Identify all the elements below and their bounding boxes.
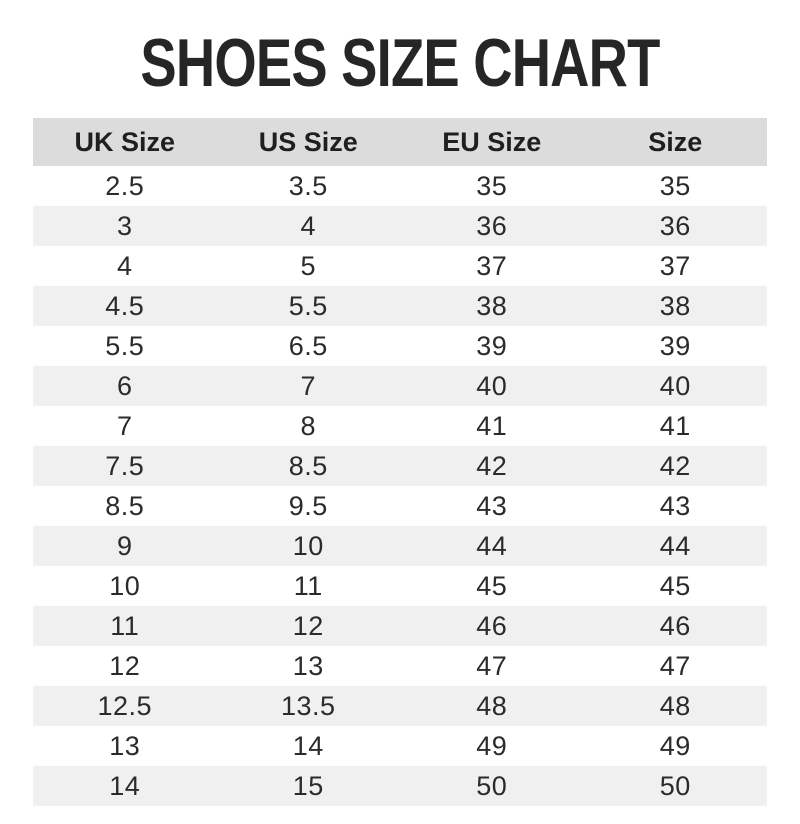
table-row: 14 15 50 50 [33,766,767,806]
table-cell: 10 [292,530,324,561]
table-cell: 7 [300,370,317,401]
table-cell: 8.5 [105,490,145,521]
table-cell: 41 [476,410,508,441]
table-row: 5.5 6.5 39 39 [33,326,767,366]
table-cell: 38 [476,290,508,321]
table-cell: 11 [110,610,140,641]
table-cell: 2.5 [105,170,145,201]
table-cell: 36 [659,210,691,241]
size-chart-table: UK Size US Size EU Size Size 2.5 3.5 35 35 3 4 36… [33,118,767,806]
table-cell: 50 [659,770,691,801]
table-row: 6 7 40 40 [33,366,767,406]
table-cell: 41 [659,410,691,441]
table-cell: 46 [659,610,691,641]
table-body: 2.5 3.5 35 35 3 4 36 36 4 5 37 37 4.5 5.5 38 38 5.5 6.5 39… [33,166,767,806]
table-cell: 46 [476,610,508,641]
table-cell: 44 [476,530,508,561]
table-cell: 13 [292,650,324,681]
table-cell: 39 [659,330,691,361]
table-cell: 48 [659,690,691,721]
table-cell: 42 [659,450,691,481]
table-cell: 38 [659,290,691,321]
table-cell: 6.5 [288,330,328,361]
page-title: SHOES SIZE CHART [140,25,660,101]
table-cell: 5.5 [288,290,328,321]
size-chart-page: SHOES SIZE CHART UK Size US Size EU Size Si… [0,24,800,824]
table-cell: 12.5 [97,690,153,721]
header-cell-us-size: US Size [216,118,400,166]
table-row: 7.5 8.5 42 42 [33,446,767,486]
table-row: 10 11 45 45 [33,566,767,606]
table-cell: 5 [300,250,317,281]
table-cell: 37 [659,250,691,281]
table-row: 4.5 5.5 38 38 [33,286,767,326]
table-cell: 12 [109,650,141,681]
table-cell: 47 [659,650,691,681]
table-row: 9 10 44 44 [33,526,767,566]
table-cell: 3 [116,210,133,241]
table-cell: 47 [476,650,508,681]
table-cell: 40 [659,370,691,401]
table-cell: 45 [659,570,691,601]
table-cell: 7 [116,410,133,441]
table-cell: 11 [293,570,323,601]
table-cell: 49 [476,730,508,761]
table-cell: 10 [109,570,141,601]
table-cell: 13 [109,730,141,761]
table-cell: 36 [476,210,508,241]
table-row: 2.5 3.5 35 35 [33,166,767,206]
table-cell: 14 [292,730,324,761]
table-row: 7 8 41 41 [33,406,767,446]
table-cell: 5.5 [105,330,145,361]
table-cell: 40 [476,370,508,401]
table-row: 8.5 9.5 43 43 [33,486,767,526]
table-cell: 3.5 [288,170,328,201]
table-cell: 4 [300,210,317,241]
table-cell: 7.5 [105,450,145,481]
table-header: UK Size US Size EU Size Size [33,118,767,166]
table-row: 13 14 49 49 [33,726,767,766]
table-row: 4 5 37 37 [33,246,767,286]
table-cell: 12 [292,610,324,641]
table-cell: 43 [476,490,508,521]
table-cell: 49 [659,730,691,761]
table-cell: 48 [476,690,508,721]
table-row: 11 12 46 46 [33,606,767,646]
table-cell: 45 [476,570,508,601]
table-cell: 9.5 [288,490,328,521]
header-cell-size: Size [583,118,767,166]
table-cell: 6 [116,370,133,401]
table-cell: 4.5 [105,290,145,321]
header-cell-uk-size: UK Size [33,118,217,166]
table-cell: 35 [659,170,691,201]
table-cell: 50 [476,770,508,801]
table-row: 12.5 13.5 48 48 [33,686,767,726]
table-cell: 13.5 [280,690,336,721]
table-cell: 14 [109,770,141,801]
table-cell: 9 [116,530,133,561]
table-cell: 8 [300,410,317,441]
table-cell: 43 [659,490,691,521]
table-cell: 8.5 [288,450,328,481]
table-cell: 15 [292,770,324,801]
table-row: 12 13 47 47 [33,646,767,686]
table-cell: 37 [476,250,508,281]
table-cell: 39 [476,330,508,361]
header-row: UK Size US Size EU Size Size [33,118,767,166]
table-cell: 4 [116,250,133,281]
table-row: 3 4 36 36 [33,206,767,246]
table-cell: 42 [476,450,508,481]
table-cell: 35 [476,170,508,201]
table-cell: 44 [659,530,691,561]
header-cell-eu-size: EU Size [400,118,584,166]
